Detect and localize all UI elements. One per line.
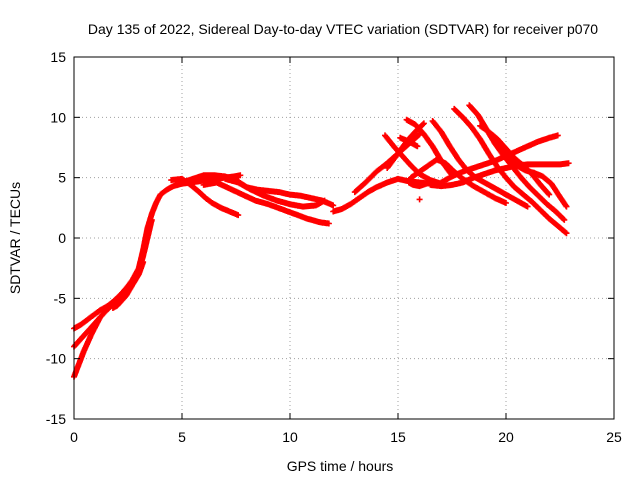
series-outlier bbox=[416, 196, 423, 203]
y-tick-label: -10 bbox=[46, 351, 66, 367]
data-point-marks bbox=[71, 172, 244, 332]
x-tick-label: 10 bbox=[282, 429, 298, 445]
x-axis-label: GPS time / hours bbox=[287, 458, 394, 474]
y-tick-label: 15 bbox=[50, 49, 66, 65]
x-tick-label: 25 bbox=[606, 429, 622, 445]
data-point-marks bbox=[109, 259, 147, 311]
series-track-2 bbox=[71, 216, 155, 350]
data-point-marks bbox=[416, 196, 423, 203]
data-points bbox=[71, 102, 572, 380]
series-track-7 bbox=[200, 179, 332, 227]
x-tick-label: 5 bbox=[178, 429, 186, 445]
y-tick-label: -15 bbox=[46, 411, 66, 427]
x-tick-label: 20 bbox=[498, 429, 514, 445]
data-point-marks bbox=[408, 156, 509, 206]
series-track-13 bbox=[397, 134, 421, 150]
grid-lines bbox=[74, 57, 614, 419]
series-track-8 bbox=[222, 175, 328, 210]
data-point-marks bbox=[71, 216, 155, 350]
data-point-marks bbox=[200, 179, 332, 227]
y-axis-label: SDTVAR / TECUs bbox=[7, 182, 23, 294]
axis-ticks: 0 5 10 15 20 25 -15 -10 -5 0 5 10 15 bbox=[46, 49, 622, 445]
x-tick-label: 15 bbox=[390, 429, 406, 445]
series-track-23 bbox=[405, 178, 445, 190]
series-track-4 bbox=[109, 259, 147, 311]
data-point-marks bbox=[222, 175, 328, 210]
series-track-15 bbox=[408, 156, 509, 206]
y-tick-label: -5 bbox=[54, 290, 67, 306]
y-tick-label: 0 bbox=[58, 230, 66, 246]
x-tick-label: 0 bbox=[70, 429, 78, 445]
y-tick-label: 5 bbox=[58, 170, 66, 186]
data-point-marks bbox=[397, 134, 421, 150]
chart-title: Day 135 of 2022, Sidereal Day-to-day VTE… bbox=[88, 21, 598, 37]
y-tick-label: 10 bbox=[50, 109, 66, 125]
series-track-1 bbox=[71, 172, 244, 332]
data-point-marks bbox=[405, 178, 445, 190]
